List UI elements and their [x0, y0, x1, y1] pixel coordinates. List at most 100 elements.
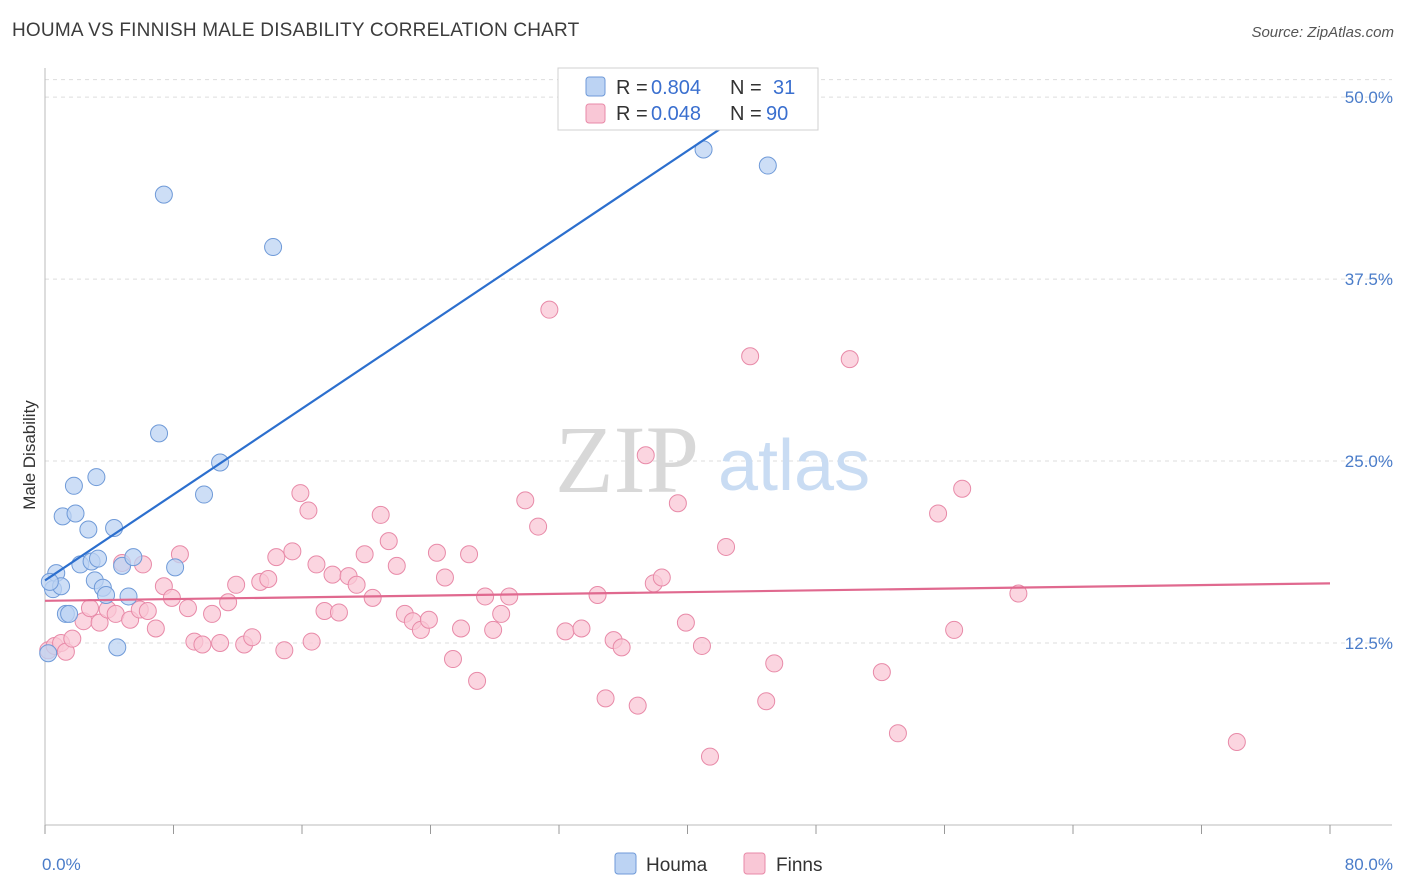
finns-point-55 — [476, 587, 495, 606]
finns-point-52 — [452, 619, 471, 638]
x-tick-label-max: 80.0% — [1345, 855, 1393, 874]
finns-point-28 — [259, 569, 278, 588]
finns-point-68 — [628, 696, 647, 715]
finns-point-26 — [243, 628, 262, 647]
houma-point-20 — [119, 587, 138, 606]
source-credit: Source: ZipAtlas.com — [1251, 24, 1394, 41]
finns-point-29 — [267, 548, 286, 567]
finns-point-72 — [668, 494, 687, 513]
finns-point-82 — [888, 724, 907, 743]
watermark-atlas: atlas — [718, 426, 870, 506]
y-axis-title: Male Disability — [20, 400, 39, 510]
finns-point-53 — [460, 545, 479, 564]
finns-point-75 — [700, 747, 719, 766]
finns-point-54 — [468, 671, 487, 690]
finns-point-81 — [872, 663, 891, 682]
finns-point-87 — [1227, 733, 1246, 752]
finns-point-4 — [63, 629, 82, 648]
finns-point-60 — [529, 517, 548, 536]
finns-point-74 — [692, 636, 711, 655]
finns-point-7 — [90, 613, 109, 632]
finns-point-44 — [387, 556, 406, 575]
finns-point-20 — [193, 635, 212, 654]
trend-lines — [44, 96, 1331, 602]
finns-point-80 — [840, 350, 859, 369]
finns-points — [39, 300, 1246, 766]
houma-point-21 — [124, 548, 143, 567]
finns-trend-line — [44, 582, 1331, 602]
finns-point-65 — [596, 689, 615, 708]
houma-point-23 — [154, 185, 173, 204]
houma-point-6 — [60, 604, 79, 623]
finns-point-78 — [757, 692, 776, 711]
finns-point-33 — [299, 501, 318, 520]
finns-point-41 — [363, 588, 382, 607]
finns-point-58 — [500, 587, 519, 606]
finns-point-56 — [484, 620, 503, 639]
houma-r-label: R = — [616, 77, 648, 99]
houma-point-24 — [166, 558, 185, 577]
finns-point-64 — [588, 585, 607, 604]
houma-trend-line — [44, 96, 769, 582]
finns-point-73 — [676, 613, 695, 632]
finns-legend-swatch — [585, 103, 606, 124]
finns-point-43 — [379, 532, 398, 551]
finns-point-40 — [355, 545, 374, 564]
finns-point-57 — [492, 604, 511, 623]
finns-point-42 — [371, 505, 390, 524]
series-legend: Houma Finns — [614, 852, 822, 876]
finns-point-34 — [307, 555, 326, 574]
finns-point-59 — [516, 491, 535, 510]
houma-r-value: 0.804 — [651, 77, 701, 99]
finns-point-88 — [302, 632, 321, 651]
finns-r-label: R = — [616, 103, 648, 125]
finns-point-36 — [323, 565, 342, 584]
finns-point-63 — [572, 619, 591, 638]
houma-n-label: N = — [730, 77, 762, 99]
finns-point-21 — [203, 604, 222, 623]
finns-point-79 — [765, 654, 784, 673]
watermark: ZIP atlas — [555, 406, 870, 513]
houma-legend-swatch — [585, 76, 606, 97]
finns-point-18 — [178, 599, 197, 618]
finns-point-51 — [443, 650, 462, 669]
y-tick-label-2: 37.5% — [1345, 270, 1393, 289]
finns-bottom-swatch — [743, 852, 766, 875]
y-tick-label-3: 50.0% — [1345, 88, 1393, 107]
finns-point-67 — [612, 638, 631, 657]
x-tick-label-min: 0.0% — [42, 855, 81, 874]
finns-point-24 — [227, 575, 246, 594]
grid-lines — [45, 79, 1392, 644]
finns-point-69 — [636, 446, 655, 465]
finns-point-39 — [347, 575, 366, 594]
finns-point-22 — [211, 634, 230, 653]
houma-point-14 — [89, 549, 108, 568]
finns-point-76 — [717, 537, 736, 556]
y-tick-label-0: 12.5% — [1345, 634, 1393, 653]
finns-point-77 — [741, 347, 760, 366]
houma-point-27 — [264, 238, 283, 257]
y-tick-label-1: 25.0% — [1345, 452, 1393, 471]
houma-point-7 — [64, 476, 83, 495]
axes — [44, 68, 1392, 834]
finns-point-50 — [435, 568, 454, 587]
finns-point-13 — [138, 602, 157, 621]
chart-title: HOUMA VS FINNISH MALE DISABILITY CORRELA… — [12, 20, 580, 41]
finns-point-31 — [283, 542, 302, 561]
finns-n-value: 90 — [766, 103, 788, 125]
finns-point-30 — [275, 641, 294, 660]
houma-point-13 — [87, 468, 106, 487]
finns-bottom-label: Finns — [776, 855, 822, 876]
finns-point-49 — [427, 543, 446, 562]
houma-point-29 — [758, 156, 777, 175]
finns-point-71 — [652, 568, 671, 587]
finns-point-83 — [929, 504, 948, 523]
finns-n-label: N = — [730, 103, 762, 125]
finns-point-48 — [419, 610, 438, 629]
houma-point-18 — [108, 638, 127, 657]
y-tick-labels: 12.5% 25.0% 37.5% 50.0% — [1345, 88, 1393, 653]
finns-point-84 — [945, 620, 964, 639]
houma-point-22 — [150, 424, 169, 443]
finns-r-value: 0.048 — [651, 103, 701, 125]
